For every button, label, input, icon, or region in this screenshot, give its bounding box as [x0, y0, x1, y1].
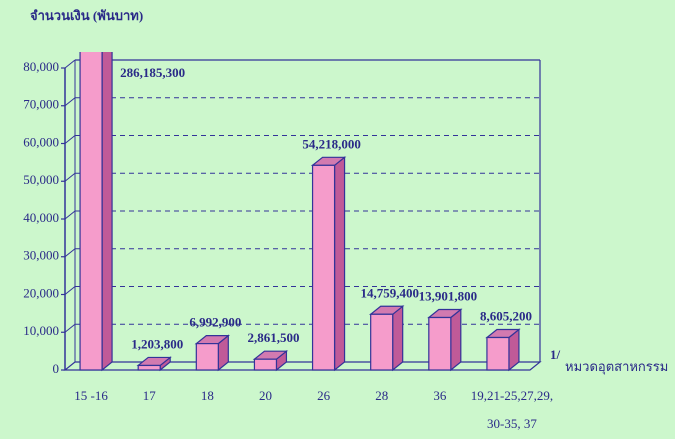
y-tick-label: 80,000	[23, 59, 59, 74]
bar	[428, 316, 452, 371]
x-tick-label: 36	[433, 388, 447, 403]
bar	[253, 358, 278, 371]
bar	[370, 313, 394, 371]
bar	[486, 336, 510, 371]
x-tick-label: 18	[200, 388, 214, 403]
x-axis-label: หมวดอุตสาหกรรม	[565, 359, 668, 375]
y-tick-label: 60,000	[23, 134, 59, 149]
grid-line	[64, 172, 76, 182]
y-tick-label: 30,000	[23, 248, 59, 263]
y-tick-label: 50,000	[23, 172, 59, 187]
data-label: 6,992,900	[189, 315, 241, 330]
bar	[311, 164, 336, 371]
data-label: 13,901,800	[419, 289, 478, 304]
x-tick-label: 17	[142, 388, 156, 403]
data-label: 14,759,400	[360, 285, 419, 300]
bar-side	[101, 52, 113, 372]
y-axis-label: จำนวนเงิน (พันบาท)	[30, 8, 143, 23]
bars	[79, 52, 521, 372]
grid-line	[64, 97, 76, 107]
data-label: 286,185,300	[120, 65, 185, 80]
bar	[195, 343, 219, 371]
x-tick-label: 19,21-25,27,29, 30-35, 37	[470, 388, 554, 431]
grid-line	[64, 248, 76, 258]
data-label: 2,861,500	[247, 330, 299, 345]
bar-side	[333, 156, 346, 372]
data-label: 1,203,800	[131, 336, 183, 351]
grid-line	[64, 135, 76, 144]
y-tick-label: 0	[53, 361, 60, 376]
grid-line	[64, 323, 76, 333]
x-tick-label: 28	[375, 388, 389, 403]
data-label: 54,218,000	[302, 136, 361, 151]
y-tick-label: 20,000	[23, 285, 59, 300]
bar-side	[450, 308, 462, 372]
bar-side	[392, 305, 404, 372]
grid-line	[64, 286, 76, 295]
y-tick-label: 40,000	[23, 210, 59, 225]
x-tick-label: 15 -16	[74, 388, 108, 403]
bar	[79, 52, 103, 371]
y-tick-label: 10,000	[23, 323, 59, 338]
floor	[63, 361, 542, 371]
y-tick-label: 70,000	[23, 97, 59, 112]
bar	[137, 364, 161, 371]
x-label-note: 1/	[550, 347, 561, 362]
grid-line	[64, 210, 76, 220]
x-tick-label: 20	[258, 388, 272, 403]
x-tick-label: 26	[317, 388, 331, 403]
grid-line	[64, 59, 76, 69]
data-label: 8,605,200	[480, 308, 532, 323]
